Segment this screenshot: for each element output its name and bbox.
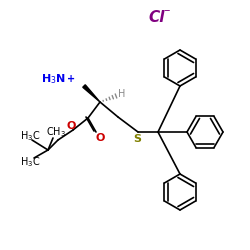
Text: O: O [66, 121, 76, 131]
Text: H: H [118, 89, 126, 99]
Text: Cl: Cl [148, 10, 164, 26]
Text: CH$_3$: CH$_3$ [46, 125, 66, 139]
Text: H$_3$C: H$_3$C [20, 155, 40, 169]
Text: H$_3$N: H$_3$N [41, 72, 66, 86]
Text: S: S [133, 134, 141, 144]
Text: ⁻: ⁻ [163, 8, 170, 20]
Text: +: + [67, 74, 75, 84]
Polygon shape [83, 85, 100, 102]
Text: O: O [95, 133, 105, 143]
Text: H$_3$C: H$_3$C [20, 129, 40, 143]
